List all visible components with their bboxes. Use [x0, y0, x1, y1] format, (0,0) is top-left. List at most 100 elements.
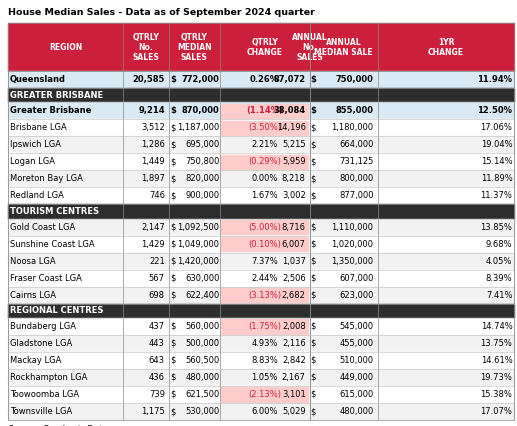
Text: Mackay LGA: Mackay LGA [10, 356, 61, 365]
Bar [221, 319, 308, 334]
Text: 1.67%: 1.67% [251, 191, 278, 201]
Text: (2.13%): (2.13%) [248, 390, 281, 399]
Text: (1.75%): (1.75%) [248, 322, 281, 331]
Bar [8, 335, 514, 352]
Bar [8, 403, 514, 420]
Text: REGIONAL CENTRES: REGIONAL CENTRES [10, 306, 103, 315]
Bar [8, 219, 514, 236]
Text: REGION: REGION [49, 43, 82, 52]
Bar [8, 119, 514, 136]
Text: 11.37%: 11.37% [480, 191, 512, 201]
Text: 0.26%: 0.26% [250, 75, 279, 84]
Text: 2.21%: 2.21% [251, 140, 278, 150]
Text: 500,000: 500,000 [186, 339, 220, 348]
Bar [8, 88, 514, 102]
Text: 2,116: 2,116 [282, 339, 306, 348]
Text: 630,000: 630,000 [185, 273, 220, 283]
Text: 623,000: 623,000 [339, 291, 374, 300]
Text: Queensland: Queensland [10, 75, 66, 84]
Text: 20,585: 20,585 [132, 75, 165, 84]
Text: 7.37%: 7.37% [251, 256, 278, 266]
Text: 1,180,000: 1,180,000 [331, 123, 374, 132]
Text: ANNUAL
MEDIAN SALE: ANNUAL MEDIAN SALE [314, 38, 373, 57]
Text: 5,029: 5,029 [282, 407, 306, 416]
Text: 615,000: 615,000 [339, 390, 374, 399]
Text: 87,072: 87,072 [273, 75, 306, 84]
Text: 5,959: 5,959 [282, 157, 306, 167]
Text: Sunshine Coast LGA: Sunshine Coast LGA [10, 239, 95, 249]
Text: 5,215: 5,215 [282, 140, 306, 150]
Text: Ipswich LGA: Ipswich LGA [10, 140, 61, 150]
Text: 4.93%: 4.93% [251, 339, 278, 348]
Text: 739: 739 [149, 390, 165, 399]
Text: 1YR
CHANGE: 1YR CHANGE [428, 38, 464, 57]
Text: 2,682: 2,682 [282, 291, 306, 300]
Bar [8, 23, 514, 71]
Bar [221, 155, 308, 169]
Text: 1,897: 1,897 [141, 174, 165, 184]
Text: $: $ [311, 191, 316, 201]
Text: 877,000: 877,000 [339, 191, 374, 201]
Text: 455,000: 455,000 [340, 339, 374, 348]
Text: Redland LGA: Redland LGA [10, 191, 64, 201]
Bar [8, 270, 514, 287]
Bar [221, 220, 308, 234]
Text: QTRLY
MEDIAN
SALES: QTRLY MEDIAN SALES [177, 33, 211, 62]
Text: 2,147: 2,147 [141, 222, 165, 232]
Text: 2.44%: 2.44% [251, 273, 278, 283]
Text: $: $ [170, 75, 176, 84]
Text: Brisbane LGA: Brisbane LGA [10, 123, 67, 132]
Text: Logan LGA: Logan LGA [10, 157, 55, 167]
Text: 800,000: 800,000 [339, 174, 374, 184]
Text: 1,187,000: 1,187,000 [177, 123, 220, 132]
Text: $: $ [311, 273, 316, 283]
Bar [8, 386, 514, 403]
Text: 731,125: 731,125 [339, 157, 374, 167]
Text: 9.68%: 9.68% [486, 239, 512, 249]
Text: $: $ [311, 407, 316, 416]
Text: 3,002: 3,002 [282, 191, 306, 201]
Text: 530,000: 530,000 [185, 407, 220, 416]
Bar [221, 387, 308, 402]
Text: 870,000: 870,000 [182, 106, 220, 115]
Text: 480,000: 480,000 [185, 373, 220, 382]
Text: QTRLY
No.
SALES: QTRLY No. SALES [133, 33, 160, 62]
Text: Source: CoreLogic Data: Source: CoreLogic Data [8, 425, 107, 426]
Text: 2,842: 2,842 [282, 356, 306, 365]
Text: 750,800: 750,800 [185, 157, 220, 167]
Text: $: $ [170, 222, 175, 232]
Text: 607,000: 607,000 [339, 273, 374, 283]
Text: 9,214: 9,214 [138, 106, 165, 115]
Bar [8, 187, 514, 204]
Text: 567: 567 [149, 273, 165, 283]
Text: 1,049,000: 1,049,000 [177, 239, 220, 249]
Text: 19.04%: 19.04% [481, 140, 512, 150]
Text: 820,000: 820,000 [185, 174, 220, 184]
Text: Cairns LGA: Cairns LGA [10, 291, 56, 300]
Text: $: $ [170, 273, 175, 283]
Text: $: $ [311, 256, 316, 266]
Text: 436: 436 [149, 373, 165, 382]
Text: 11.94%: 11.94% [477, 75, 512, 84]
Text: $: $ [311, 157, 316, 167]
Text: $: $ [311, 75, 316, 84]
Text: 622,400: 622,400 [185, 291, 220, 300]
Text: $: $ [170, 339, 175, 348]
Text: $: $ [311, 356, 316, 365]
Text: (5.00%): (5.00%) [248, 222, 281, 232]
Text: $: $ [170, 373, 175, 382]
Text: 8,716: 8,716 [282, 222, 306, 232]
Text: 746: 746 [149, 191, 165, 201]
Text: $: $ [311, 390, 316, 399]
Text: 17.06%: 17.06% [480, 123, 512, 132]
Text: 772,000: 772,000 [181, 75, 220, 84]
Text: 1,420,000: 1,420,000 [177, 256, 220, 266]
Text: 560,500: 560,500 [185, 356, 220, 365]
Text: $: $ [311, 123, 316, 132]
Text: (1.14%): (1.14%) [246, 106, 283, 115]
Text: Moreton Bay LGA: Moreton Bay LGA [10, 174, 83, 184]
Text: $: $ [170, 191, 175, 201]
Text: 3,101: 3,101 [282, 390, 306, 399]
Text: 4.05%: 4.05% [486, 256, 512, 266]
Text: $: $ [170, 256, 175, 266]
